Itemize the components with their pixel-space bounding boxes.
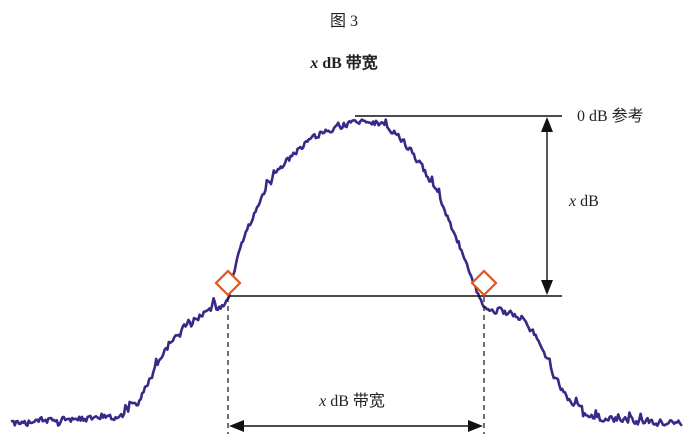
x-db-level-label-text: dB [576,193,599,210]
spectrum-trace [10,118,683,428]
x-db-level-label-variable: x [568,193,576,210]
figure-label: 图 3 [330,13,358,30]
bandwidth-label-text: dB 带宽 [326,392,385,410]
figure-title: x dB 带宽 [309,53,378,72]
x-db-level-label: x dB [568,193,599,210]
right-diamond-marker-icon [470,269,498,297]
x-db-vertical-arrow [541,117,553,295]
figure-title-variable: x [309,55,318,72]
arrow-right-icon [468,420,483,432]
arrow-down-icon [541,280,553,295]
arrow-up-icon [541,117,553,132]
bandwidth-label-variable: x [318,393,326,410]
bandwidth-arrow [229,420,483,432]
figure-title-text: dB 带宽 [318,53,378,72]
left-diamond-marker-icon [214,269,242,297]
arrow-left-icon [229,420,244,432]
reference-label: 0 dB 参考 [577,107,644,125]
bandwidth-label: x dB 带宽 [318,392,385,410]
